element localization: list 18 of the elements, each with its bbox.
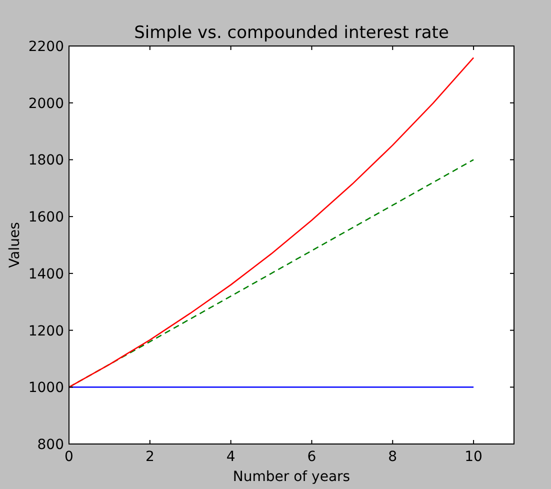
line-series [68, 57, 474, 388]
y-tick-label: 2000 [28, 96, 64, 112]
y-tick-label: 1600 [28, 210, 64, 226]
x-tick-label: 4 [226, 449, 236, 465]
y-tick-label: 1200 [28, 323, 64, 340]
y-tick-label: 1400 [28, 266, 64, 282]
x-tick-label: 6 [307, 449, 316, 465]
y-tick-label: 2200 [28, 39, 64, 55]
x-axis-title: Number of years [232, 469, 350, 485]
y-tick-label: 1000 [28, 380, 64, 396]
x-tick-label: 2 [145, 449, 154, 465]
x-tick-label: 8 [388, 449, 398, 465]
x-tick-label: 10 [464, 449, 482, 465]
y-tick-label: 1800 [28, 152, 64, 169]
x-tick-label: 0 [64, 449, 74, 465]
y-tick-label: 800 [37, 437, 64, 453]
chart-title: Simple vs. compounded interest rate [134, 23, 449, 43]
y-axis-title: Values [7, 222, 23, 268]
